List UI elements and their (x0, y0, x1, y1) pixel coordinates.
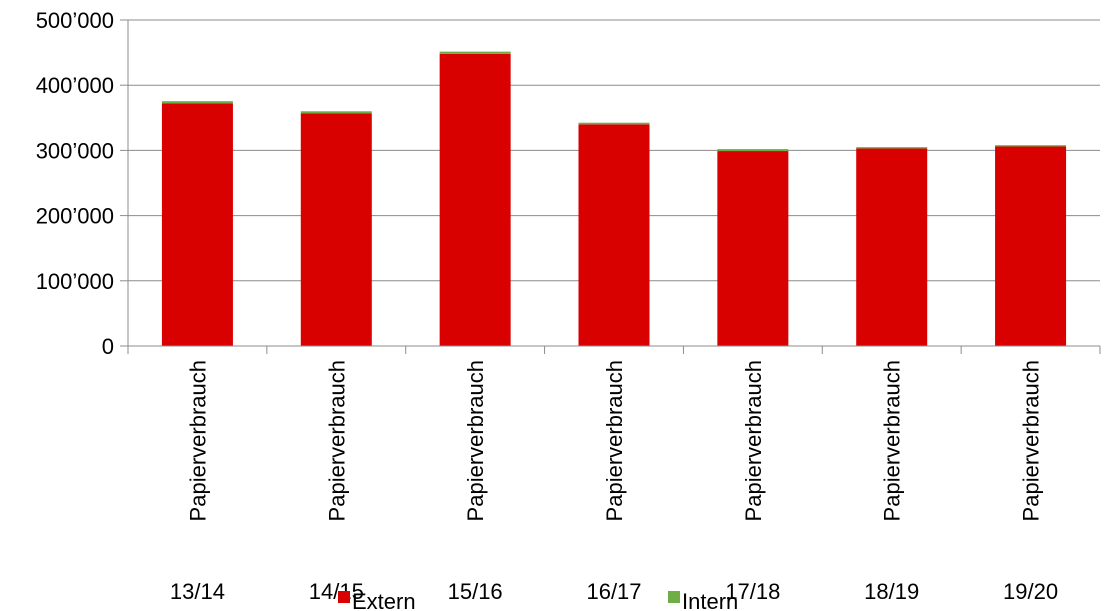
x-axis-group-labels: 13/14 14/15 15/16 16/17 17/18 18/19 19/20 (170, 579, 1058, 604)
x-category-label: Papierverbrauch (324, 360, 349, 521)
x-category-label: Papierverbrauch (1019, 360, 1044, 521)
y-tick-label: 0 (102, 334, 114, 359)
x-axis-ticks: Papierverbrauch Papierverbrauch Papierverb… (127, 346, 1101, 521)
x-category-label: Papierverbrauch (880, 360, 905, 521)
bar-intern-13-14 (161, 101, 233, 104)
bar-extern-15-16 (439, 53, 511, 347)
x-group-label: 13/14 (170, 579, 225, 604)
y-tick-label: 500’000 (36, 8, 114, 33)
x-category-label: Papierverbrauch (602, 360, 627, 521)
bar-extern-14-15 (300, 113, 372, 347)
x-category-label: Papierverbrauch (741, 360, 766, 521)
bar-extern-16-17 (578, 124, 650, 346)
axes (127, 20, 1100, 347)
x-group-label: 17/18 (725, 579, 780, 604)
bar-extern-19-20 (995, 146, 1067, 346)
y-tick-label: 400’000 (36, 73, 114, 98)
x-group-label: 18/19 (864, 579, 919, 604)
bar-extern-13-14 (161, 103, 233, 347)
x-category-label: Papierverbrauch (185, 360, 210, 521)
y-axis-ticks: 0 100’000 200’000 300’000 400’000 500’000 (36, 8, 128, 359)
legend-swatch-extern (338, 591, 350, 603)
bar-extern-17-18 (717, 151, 789, 346)
y-tick-label: 200’000 (36, 204, 114, 229)
legend-label-extern: Extern (352, 589, 416, 611)
legend: Extern Intern (338, 589, 738, 611)
bar-intern-16-17 (578, 122, 650, 125)
legend-label-intern: Intern (682, 589, 738, 611)
legend-swatch-intern (668, 591, 680, 603)
bar-intern-19-20 (995, 145, 1067, 147)
x-group-label: 14/15 (309, 579, 364, 604)
x-group-label: 15/16 (448, 579, 503, 604)
y-tick-label: 100’000 (36, 269, 114, 294)
bar-intern-14-15 (300, 111, 372, 114)
x-group-label: 19/20 (1003, 579, 1058, 604)
bar-extern-18-19 (856, 148, 928, 346)
bar-intern-17-18 (717, 149, 789, 152)
bar-intern-15-16 (439, 51, 511, 54)
bar-intern-18-19 (856, 147, 928, 149)
x-category-label: Papierverbrauch (463, 360, 488, 521)
x-group-label: 16/17 (586, 579, 641, 604)
bars (161, 51, 1067, 347)
y-tick-label: 300’000 (36, 138, 114, 163)
